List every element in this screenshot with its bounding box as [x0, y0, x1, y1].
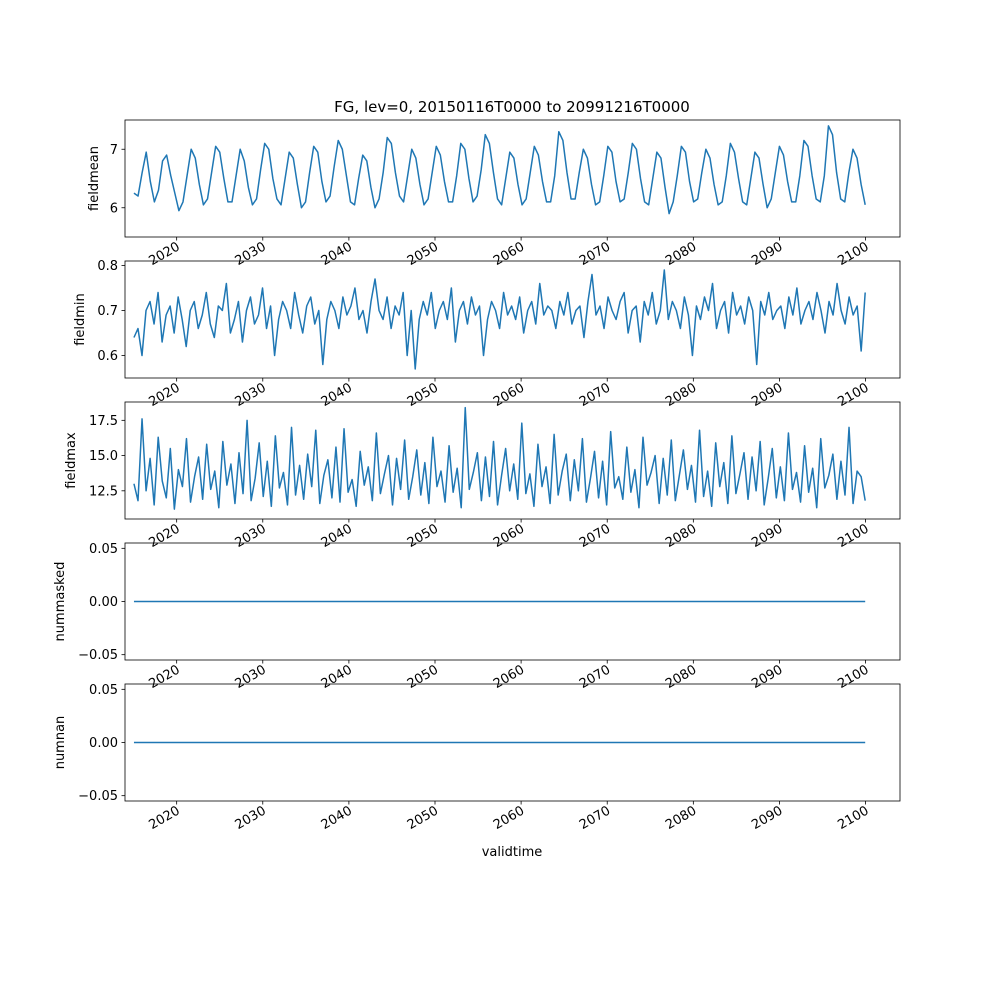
y-axis-label-numnan: numnan — [53, 716, 68, 770]
x-tick-label: 2040 — [319, 662, 355, 692]
y-tick-label: 7 — [110, 143, 118, 158]
x-tick-label: 2100 — [835, 239, 871, 269]
x-tick-label: 2040 — [319, 239, 355, 269]
figure-title: FG, lev=0, 20150116T0000 to 20991216T000… — [334, 98, 690, 116]
x-axis-label: validtime — [482, 845, 543, 860]
subplot-fieldmean: 6 7 2020 2030 2040 2050 2060 2070 2080 2090 2100 fi… — [87, 119, 901, 269]
x-tick-label: 2030 — [233, 662, 269, 692]
subplot-numnan: −0.05 0.00 0.05 2020 2030 2040 2050 2060 2070 208… — [53, 683, 901, 833]
y-axis-label-nummasked: nummasked — [53, 562, 68, 642]
x-tick-label: 2060 — [491, 662, 527, 692]
y-tick-label: 12.5 — [89, 484, 118, 499]
y-tick-label: 15.0 — [89, 449, 118, 464]
axes-frame-fieldmean — [124, 119, 901, 238]
x-tick-label: 2090 — [749, 662, 785, 692]
x-tick-label: 2060 — [491, 521, 527, 551]
x-tick-label: 2080 — [663, 662, 699, 692]
series-line-fieldmax — [133, 406, 866, 510]
x-tick-label: 2020 — [147, 380, 183, 410]
y-tick-label: 6 — [110, 201, 118, 216]
x-tick-label: 2060 — [491, 803, 527, 833]
x-tick-label: 2050 — [405, 380, 441, 410]
x-tick-label: 2080 — [663, 380, 699, 410]
x-tick-label: 2020 — [147, 521, 183, 551]
series-line-fieldmin — [133, 269, 866, 370]
x-tick-label: 2020 — [147, 662, 183, 692]
x-tick-label: 2030 — [233, 521, 269, 551]
x-tick-label: 2100 — [835, 521, 871, 551]
y-tick-label: 0.00 — [89, 595, 118, 610]
x-tick-label: 2050 — [405, 803, 441, 833]
x-tick-label: 2090 — [749, 521, 785, 551]
x-tick-label: 2070 — [577, 662, 613, 692]
x-tick-label: 2060 — [491, 380, 527, 410]
x-tick-label: 2070 — [577, 521, 613, 551]
x-tick-label: 2050 — [405, 662, 441, 692]
x-tick-label: 2040 — [319, 380, 355, 410]
y-tick-label: 0.7 — [97, 304, 118, 319]
x-tick-label: 2100 — [835, 803, 871, 833]
x-tick-label: 2030 — [233, 380, 269, 410]
y-tick-label: −0.05 — [78, 789, 118, 804]
subplot-fieldmin: 0.6 0.7 0.8 2020 2030 2040 2050 2060 2070 2080 209… — [73, 259, 901, 410]
y-tick-label: 0.00 — [89, 736, 118, 751]
x-tick-label: 2070 — [577, 803, 613, 833]
x-tick-label: 2100 — [835, 662, 871, 692]
y-tick-label: 17.5 — [89, 414, 118, 429]
subplots: 6 7 2020 2030 2040 2050 2060 2070 2080 2090 2100 fi… — [53, 119, 901, 833]
x-tick-label: 2040 — [319, 803, 355, 833]
x-tick-label: 2050 — [405, 239, 441, 269]
y-axis-label-fieldmean: fieldmean — [87, 146, 102, 211]
x-tick-label: 2030 — [233, 803, 269, 833]
x-tick-label: 2080 — [663, 239, 699, 269]
y-tick-label: 0.05 — [89, 683, 118, 698]
x-tick-label: 2090 — [749, 239, 785, 269]
x-tick-label: 2090 — [749, 380, 785, 410]
x-tick-label: 2070 — [577, 380, 613, 410]
x-tick-label: 2020 — [147, 239, 183, 269]
x-tick-label: 2060 — [491, 239, 527, 269]
x-tick-label: 2040 — [319, 521, 355, 551]
x-tick-label: 2050 — [405, 521, 441, 551]
series-line-fieldmean — [133, 125, 866, 215]
y-axis-label-fieldmax: fieldmax — [64, 432, 79, 489]
x-tick-label: 2080 — [663, 521, 699, 551]
x-tick-label: 2070 — [577, 239, 613, 269]
axes-frame-fieldmax — [124, 401, 901, 520]
y-tick-label: 0.6 — [97, 349, 118, 364]
x-tick-label: 2030 — [233, 239, 269, 269]
y-tick-label: 0.05 — [89, 542, 118, 557]
x-tick-label: 2020 — [147, 803, 183, 833]
x-tick-label: 2090 — [749, 803, 785, 833]
y-tick-label: 0.8 — [97, 259, 118, 274]
subplot-nummasked: −0.05 0.00 0.05 2020 2030 2040 2050 2060 2070 208… — [53, 542, 901, 692]
axes-frame-fieldmin — [124, 260, 901, 379]
x-tick-label: 2080 — [663, 803, 699, 833]
subplot-fieldmax: 12.5 15.0 17.5 2020 2030 2040 2050 2060 2070 2080… — [64, 401, 901, 551]
y-axis-label-fieldmin: fieldmin — [73, 293, 88, 346]
x-tick-label: 2100 — [835, 380, 871, 410]
y-tick-label: −0.05 — [78, 648, 118, 663]
